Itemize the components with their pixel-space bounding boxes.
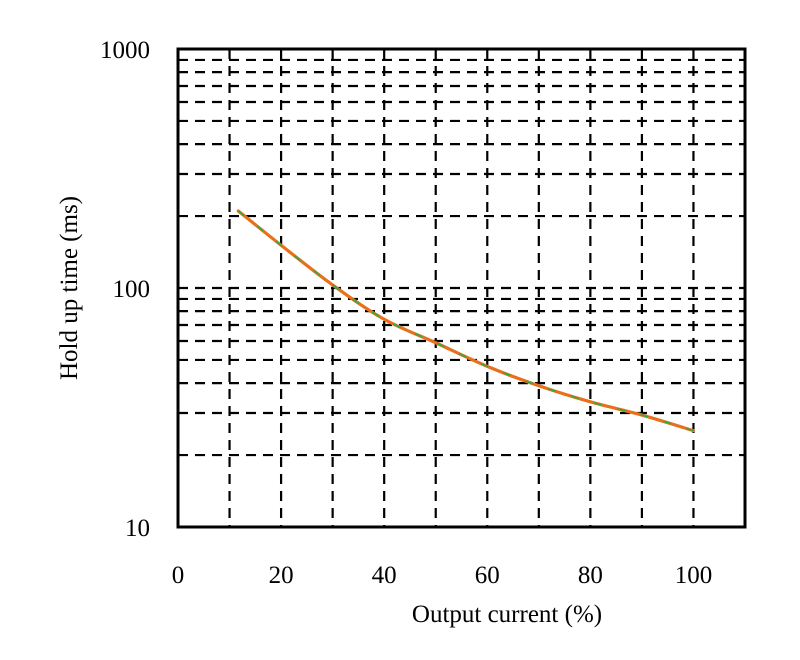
y-axis-tick-labels: 10 100 1000 bbox=[100, 37, 150, 542]
hold-up-time-curve bbox=[236, 209, 696, 433]
x-tick-label: 40 bbox=[372, 562, 397, 589]
data-series bbox=[236, 209, 696, 433]
y-tick-label: 1000 bbox=[100, 37, 150, 64]
x-tick-label: 100 bbox=[675, 562, 713, 589]
y-tick-label: 10 bbox=[125, 515, 150, 542]
y-axis-title: Hold up time (ms) bbox=[56, 196, 83, 380]
grid-lines bbox=[178, 49, 745, 527]
x-axis-title: Output current (%) bbox=[412, 601, 602, 628]
x-tick-label: 60 bbox=[475, 562, 500, 589]
x-tick-label: 0 bbox=[172, 562, 185, 589]
x-axis-tick-labels: 0 20 40 60 80 100 bbox=[172, 562, 712, 589]
x-tick-label: 80 bbox=[578, 562, 603, 589]
y-tick-label: 100 bbox=[113, 276, 151, 303]
x-tick-label: 20 bbox=[269, 562, 294, 589]
plot-frame bbox=[176, 47, 747, 529]
hold-up-time-curve-overlay bbox=[237, 210, 694, 432]
